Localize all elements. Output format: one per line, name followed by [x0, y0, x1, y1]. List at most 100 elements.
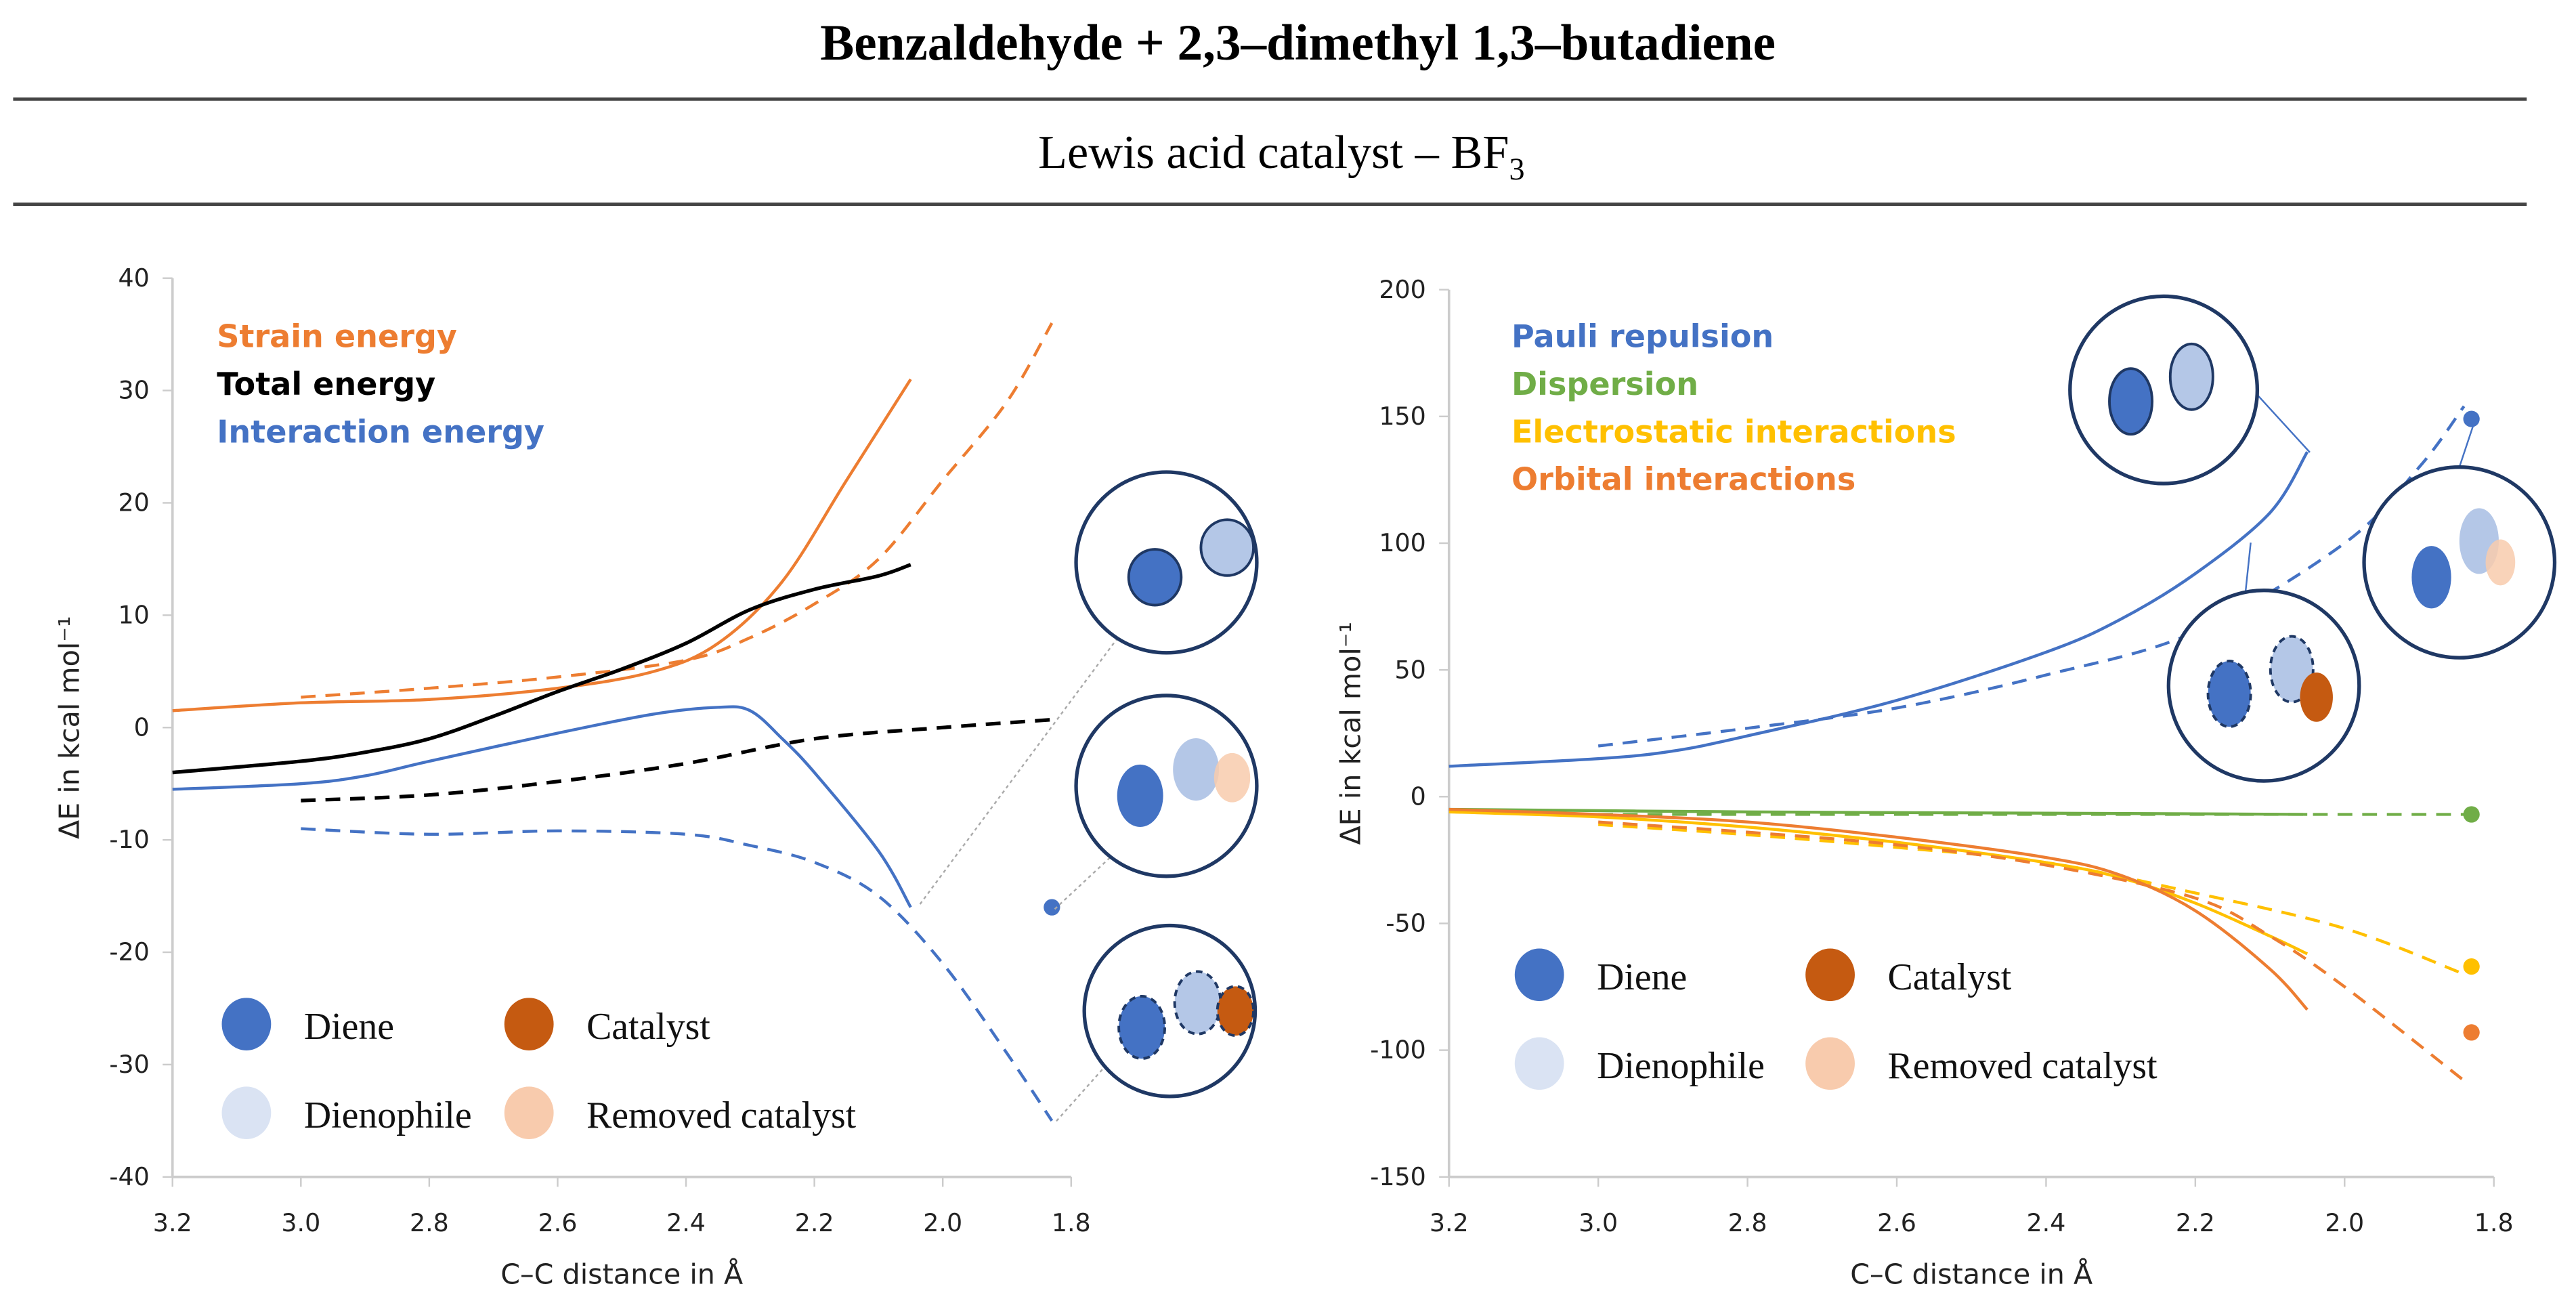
inset-circle — [1074, 694, 1259, 878]
chart-1: 40 30 20 10 0 -10 -20 -30 -403.2 3.0 2.8 2.6 2.4 2.2 2… — [53, 263, 1090, 1291]
legend-entry: Interaction energy — [217, 413, 544, 450]
y-tick-label: 40 — [118, 263, 149, 293]
diene-shape — [2108, 367, 2154, 436]
y-tick-label: 200 — [1379, 275, 1425, 304]
inset-with-catalyst — [1082, 923, 1258, 1099]
series-line-pauli-repulsion — [1448, 451, 2309, 768]
inset-circle — [1082, 923, 1258, 1099]
component-legend-label: Dienophile — [304, 1094, 472, 1136]
legend-entry: Strain energy — [217, 318, 457, 355]
component-legend-label: Dienophile — [1597, 1045, 1765, 1087]
y-tick-label: 30 — [118, 376, 149, 405]
series-line-strain-energy — [172, 378, 912, 712]
series-line-interaction-energy — [172, 705, 912, 908]
y-tick-label: 50 — [1394, 655, 1425, 684]
x-tick-label: 3.2 — [1430, 1208, 1469, 1237]
figure-subtitle: Lewis acid catalyst – BF3 — [1038, 126, 1525, 186]
series-line-electrostatic-interactions — [1448, 810, 2309, 956]
series-line-total-energy-removed-catalyst — [301, 717, 1052, 803]
series-line-interaction-energy-removed-catalyst — [301, 827, 1054, 1122]
component-legend-label: Diene — [304, 1006, 394, 1048]
inset-separated — [1074, 470, 1259, 655]
inset-pauli-removed — [2362, 465, 2557, 660]
legend-swatch — [504, 998, 554, 1050]
series-line-orbital-interactions — [1448, 807, 2309, 1011]
catalyst-shape — [2300, 672, 2333, 722]
component-legend-label: Catalyst — [1887, 956, 2011, 998]
legend-swatch — [1805, 1037, 1855, 1090]
y-tick-label: 100 — [1379, 528, 1425, 557]
leader-line — [2458, 417, 2477, 468]
x-tick-label: 1.8 — [2474, 1208, 2514, 1237]
legend-entry: Electrostatic interactions — [1511, 413, 1956, 450]
x-tick-label: 3.0 — [1579, 1208, 1618, 1237]
data-point — [2463, 806, 2480, 823]
inset-pauli-catalyst — [2166, 588, 2361, 783]
y-tick-label: -50 — [1386, 909, 1425, 938]
legend-swatch — [1805, 948, 1855, 1002]
inset-pauli-separated — [2068, 294, 2260, 486]
y-axis-label: ΔE in kcal mol⁻¹ — [1335, 622, 1367, 845]
data-point — [2463, 410, 2480, 427]
diene-shape — [1127, 548, 1183, 607]
data-point — [2463, 958, 2480, 975]
y-tick-label: 0 — [134, 712, 150, 742]
legend-entry: Dispersion — [1511, 366, 1698, 402]
y-tick-label: -30 — [109, 1050, 149, 1079]
leader-line — [1056, 1059, 1111, 1122]
y-tick-label: 20 — [118, 488, 149, 517]
x-tick-label: 3.0 — [281, 1208, 320, 1237]
legend-swatch — [504, 1086, 554, 1139]
series-line-orbital-interactions-removed-catalyst — [1598, 820, 2465, 1082]
series-line-strain-energy-removed-catalyst — [301, 322, 1054, 699]
inset-circle — [2362, 465, 2557, 660]
inset-circle — [2068, 294, 2260, 486]
diene-shape — [1117, 994, 1166, 1061]
y-tick-label: -40 — [109, 1162, 149, 1191]
legend-swatch — [221, 1086, 272, 1139]
x-tick-label: 2.0 — [2325, 1208, 2364, 1237]
x-tick-label: 2.8 — [410, 1208, 449, 1237]
x-axis-label: C–C distance in Å — [1850, 1258, 2092, 1290]
x-tick-label: 1.8 — [1052, 1208, 1091, 1237]
series-line-total-energy — [172, 563, 911, 775]
x-tick-label: 2.2 — [795, 1208, 834, 1237]
dienophile-shape — [1199, 518, 1255, 577]
legend-entry: Total energy — [217, 366, 435, 402]
x-tick-label: 2.0 — [923, 1208, 962, 1237]
diene-shape — [1117, 764, 1163, 828]
legend-swatch — [1514, 948, 1564, 1002]
y-tick-label: -100 — [1370, 1036, 1426, 1065]
y-tick-label: -150 — [1370, 1162, 1426, 1191]
x-tick-label: 2.4 — [2027, 1208, 2066, 1237]
x-axis-label: C–C distance in Å — [500, 1258, 743, 1290]
component-legend-label: Removed catalyst — [586, 1094, 857, 1136]
y-tick-label: 10 — [118, 600, 149, 629]
legend-entry: Pauli repulsion — [1511, 318, 1774, 355]
x-tick-label: 2.6 — [538, 1208, 578, 1237]
y-axis-label: ΔE in kcal mol⁻¹ — [53, 616, 85, 839]
legend-swatch — [1514, 1037, 1564, 1090]
inset-circle — [2166, 588, 2361, 783]
dienophile-shape — [1173, 738, 1220, 801]
y-tick-label: -20 — [109, 937, 149, 966]
diene-shape — [2411, 546, 2451, 609]
y-tick-label: 150 — [1379, 402, 1425, 431]
catalyst-shape — [1216, 985, 1255, 1038]
data-point — [2463, 1024, 2480, 1041]
dienophile-shape — [1173, 970, 1222, 1036]
diene-shape — [2206, 660, 2252, 728]
x-tick-label: 2.8 — [1728, 1208, 1767, 1237]
removed-catalyst-shape — [1214, 752, 1251, 803]
legend-swatch — [221, 998, 272, 1050]
x-tick-label: 2.2 — [2176, 1208, 2215, 1237]
legend-entry: Orbital interactions — [1511, 461, 1855, 498]
dienophile-shape — [2168, 342, 2214, 411]
x-tick-label: 2.4 — [666, 1208, 706, 1237]
y-tick-label: -10 — [109, 825, 149, 854]
component-legend-label: Diene — [1597, 956, 1687, 998]
series-line-electrostatic-interactions-removed-catalyst — [1598, 823, 2465, 976]
leader-line — [919, 629, 1125, 905]
